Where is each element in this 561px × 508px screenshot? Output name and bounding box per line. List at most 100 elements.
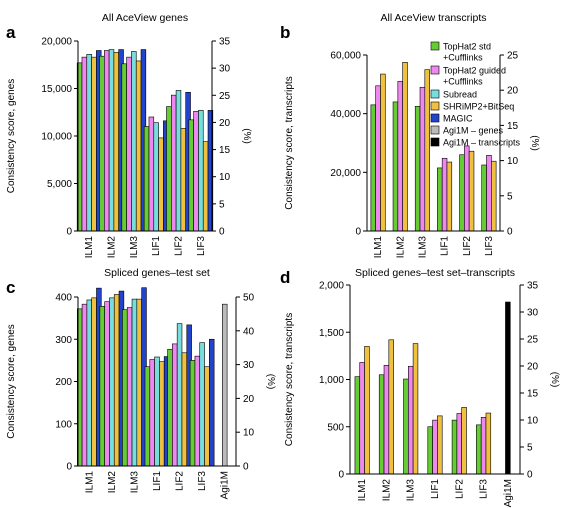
- category-label: LIF3: [484, 236, 495, 256]
- y-axis-label: Consistency score, transcripts: [284, 76, 295, 209]
- bar-lif1: [153, 122, 159, 232]
- category-label: LIF2: [174, 236, 185, 256]
- y2-axis-label: (%): [529, 135, 540, 151]
- bar-lif3: [188, 119, 194, 232]
- bar-ilm2: [402, 62, 408, 232]
- legend-label-line2: +Cufflinks: [443, 53, 483, 63]
- y2-tick-label: 35: [219, 37, 231, 48]
- y-tick-label: 15,000: [41, 84, 72, 95]
- bar-lif3: [481, 164, 487, 232]
- bar-lif2: [468, 150, 475, 232]
- bar-lif1: [143, 126, 150, 232]
- category-label: LIF3: [479, 479, 490, 499]
- y-tick-label: 0: [355, 227, 361, 238]
- category-label: LIF3: [196, 236, 207, 256]
- y-axis-label: Consistency score, genes: [6, 79, 17, 194]
- y2-tick-label: 10: [243, 428, 255, 439]
- bar-ilm1: [86, 299, 92, 467]
- y2-tick-label: 30: [527, 308, 539, 319]
- chart-title: All AceView genes: [102, 12, 188, 24]
- y2-axis-label: (%): [265, 374, 276, 390]
- bar-ilm1: [370, 104, 376, 232]
- bar-ilm3: [126, 307, 133, 467]
- bar-lif1: [437, 415, 443, 475]
- bar-lif3: [485, 412, 492, 475]
- bar-ilm1: [86, 53, 92, 232]
- bar-ilm2: [113, 52, 120, 232]
- bar-ilm3: [126, 56, 132, 232]
- bar-lif2: [456, 413, 462, 475]
- y2-tick-label: 5: [507, 191, 513, 202]
- category-label: LIF1: [152, 471, 163, 491]
- category-label: ILM3: [406, 479, 417, 502]
- y-tick-label: 1,000: [319, 375, 344, 386]
- bar-lif1: [441, 157, 448, 232]
- bar-lif3: [199, 342, 205, 467]
- bar-lif1: [437, 167, 443, 232]
- panel-a: a All AceView genes ILM1 ILM2 ILM3 LIF1 LIF2 LI…: [6, 12, 252, 258]
- legend-label: TopHat2 std: [443, 42, 491, 52]
- bar-ilm2: [109, 297, 115, 467]
- bar-ilm3: [121, 63, 127, 232]
- bar-ilm2: [104, 50, 110, 232]
- bar-lif2: [181, 352, 188, 467]
- bar-agi1m: [222, 303, 228, 467]
- y-tick-label: 300: [55, 335, 72, 346]
- bar-ilm2: [99, 55, 105, 232]
- bar-lif1: [427, 426, 433, 475]
- bar-lif1: [154, 356, 160, 467]
- bar-lif1: [144, 366, 151, 467]
- y-tick-label: 0: [338, 470, 344, 481]
- panel-c: c Spliced genes–test set ILM1 ILM2 ILM3 LIF1 L…: [6, 267, 276, 499]
- bar-ilm1: [354, 376, 361, 475]
- y2-axis-label: (%): [241, 128, 252, 144]
- y-tick-label: 60,000: [330, 51, 361, 62]
- y-tick-label: 0: [66, 462, 72, 473]
- bar-lif2: [166, 106, 172, 232]
- bar-lif1: [149, 359, 155, 467]
- bar-lif2: [167, 349, 173, 467]
- bar-lif2: [461, 407, 467, 475]
- y-tick-label: 0: [66, 227, 72, 238]
- panel-letter: a: [6, 23, 16, 42]
- bar-lif1: [159, 361, 165, 467]
- bar-lif3: [194, 355, 201, 467]
- bar-lif3: [486, 155, 492, 232]
- bar-lif2: [171, 94, 177, 232]
- bar-lif1: [148, 116, 155, 232]
- bar-ilm1: [91, 297, 97, 467]
- bar-lif3: [189, 360, 196, 467]
- y-axis-label: Consistency score, transcripts: [284, 313, 295, 446]
- y-tick-label: 20,000: [330, 168, 361, 179]
- bar-lif3: [476, 424, 482, 475]
- category-label: Agi1M: [220, 471, 231, 499]
- category-label: LIF3: [197, 471, 208, 491]
- y2-tick-label: 20: [527, 362, 539, 373]
- bar-lif2: [459, 154, 465, 232]
- bar-ilm2: [104, 301, 110, 467]
- legend-swatch: [430, 125, 440, 135]
- bar-ilm2: [397, 81, 403, 232]
- bar-ilm2: [383, 365, 390, 475]
- y-tick-label: 100: [55, 419, 72, 430]
- bar-lif3: [204, 366, 210, 467]
- category-label: LIF2: [462, 236, 473, 256]
- y-tick-label: 200: [55, 377, 72, 388]
- bar-lif3: [198, 110, 204, 232]
- category-label: ILM2: [107, 236, 118, 259]
- category-label: LIF2: [454, 479, 465, 499]
- y2-tick-label: 0: [527, 470, 533, 481]
- chart-title: Spliced genes–test set: [104, 267, 210, 279]
- y2-tick-label: 30: [219, 64, 231, 75]
- y2-tick-label: 20: [243, 394, 255, 405]
- y-tick-label: 2,000: [319, 281, 344, 292]
- y2-axis-label: (%): [549, 372, 560, 388]
- bar-ilm3: [412, 343, 419, 475]
- y2-tick-label: 20: [219, 118, 231, 129]
- y2-tick-label: 25: [527, 335, 539, 346]
- category-label: ILM1: [357, 479, 368, 502]
- legend-label: SHRiMP2+BitSeq: [443, 102, 514, 112]
- y2-tick-label: 25: [219, 91, 231, 102]
- legend-label: Agi1M – genes: [443, 126, 504, 136]
